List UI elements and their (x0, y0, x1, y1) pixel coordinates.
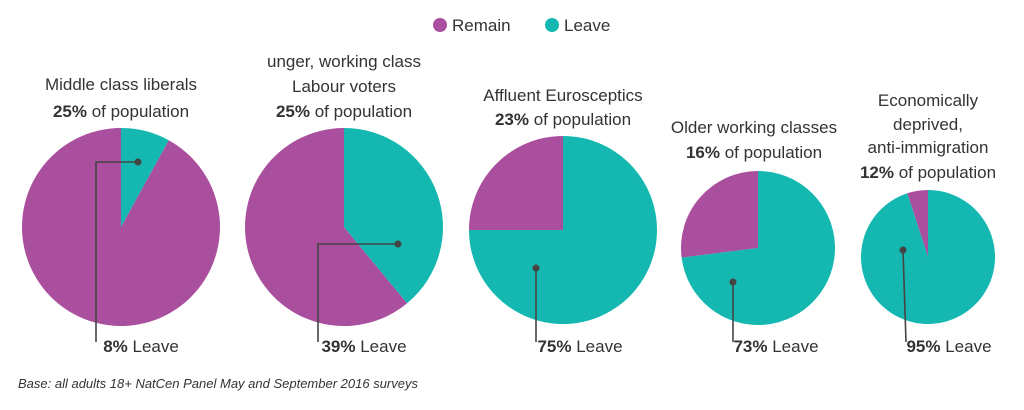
segment-title-text: Labour voters (292, 77, 396, 96)
leave-label-suffix: Leave (940, 337, 991, 356)
leave-label-suffix: Leave (767, 337, 818, 356)
leave-label-value: 8% (103, 337, 128, 356)
legend-label-leave: Leave (564, 16, 610, 35)
leave-label-suffix: Leave (128, 337, 179, 356)
segment-share-value: 16% (686, 143, 720, 162)
segment-title-text: deprived, (893, 115, 963, 134)
segment-title-text: unger, working class (267, 52, 421, 71)
leader-dot-5 (899, 246, 907, 254)
segment-share-suffix: of population (310, 102, 412, 121)
segment-share-value: 12% (860, 163, 894, 182)
pie-slice-remain-4 (681, 171, 758, 258)
segment-title-3-line-1: Affluent Eurosceptics (483, 86, 642, 105)
segment-title-text: Economically (878, 91, 979, 110)
segment-title-4-line-1: Older working classes (671, 118, 837, 137)
leave-label-value: 75% (537, 337, 571, 356)
pie-slice-leave-5 (861, 190, 996, 324)
legend-swatch-leave (545, 18, 559, 32)
segment-share-value: 23% (495, 110, 529, 129)
segment-title-text: Middle class liberals (45, 75, 197, 94)
leader-dot-2 (394, 240, 402, 248)
legend-label-text: Remain (452, 16, 511, 35)
leave-label-1: 8% Leave (103, 337, 179, 356)
segment-title-2-line-2: Labour voters (292, 77, 396, 96)
segment-title-text: Older working classes (671, 118, 837, 137)
segment-share-suffix: of population (894, 163, 996, 182)
pie-slice-remain-3 (469, 136, 563, 230)
leave-label-suffix: Leave (571, 337, 622, 356)
pie-slice-remain-5 (907, 190, 928, 257)
segment-title-5-line-3: anti-immigration (868, 138, 989, 157)
leader-dot-3 (532, 264, 540, 272)
leave-label-2: 39% Leave (321, 337, 406, 356)
pie-slice-leave-3 (469, 136, 657, 324)
legend-swatch-remain (433, 18, 447, 32)
segment-share-value: 25% (53, 102, 87, 121)
leave-label-5: 95% Leave (906, 337, 991, 356)
segment-title-text: Affluent Eurosceptics (483, 86, 642, 105)
leave-label-value: 73% (733, 337, 767, 356)
leader-line-1 (95, 161, 138, 342)
leave-label-4: 73% Leave (733, 337, 818, 356)
legend-label-text: Leave (564, 16, 610, 35)
leave-label-3: 75% Leave (537, 337, 622, 356)
segment-share-4: 16% of population (686, 143, 822, 162)
legend-label-remain: Remain (452, 16, 511, 35)
pie-slice-remain-1 (21, 128, 220, 326)
leader-dot-4 (729, 278, 737, 286)
pie-chart-svg: Remain Leave Middle class liberals 25% of p… (21, 16, 996, 356)
leave-label-value: 39% (321, 337, 355, 356)
segment-share-1: 25% of population (53, 102, 189, 121)
footnote: Base: all adults 18+ NatCen Panel May an… (18, 376, 418, 391)
segment-title-2-line-1: unger, working class (267, 52, 421, 71)
pie-slice-remain-2 (244, 127, 408, 327)
pie-slice-leave-4 (681, 170, 836, 325)
leader-line-2 (317, 243, 398, 342)
segment-title-1-line-1: Middle class liberals (45, 75, 197, 94)
segment-share-2: 25% of population (276, 102, 412, 121)
segment-share-5: 12% of population (860, 163, 996, 182)
leader-dot-1 (134, 158, 142, 166)
segment-title-5-line-1: Economically (878, 91, 979, 110)
segment-share-3: 23% of population (495, 110, 631, 129)
leave-label-suffix: Leave (355, 337, 406, 356)
segment-share-suffix: of population (529, 110, 631, 129)
segment-share-suffix: of population (87, 102, 189, 121)
leader-line-5 (902, 249, 907, 343)
segment-title-text: anti-immigration (868, 138, 989, 157)
pie-slice-leave-2 (344, 128, 443, 304)
segment-share-suffix: of population (720, 143, 822, 162)
pie-slice-leave-1 (121, 128, 169, 227)
segment-share-value: 25% (276, 102, 310, 121)
leave-label-value: 95% (906, 337, 940, 356)
segment-title-5-line-2: deprived, (893, 115, 963, 134)
